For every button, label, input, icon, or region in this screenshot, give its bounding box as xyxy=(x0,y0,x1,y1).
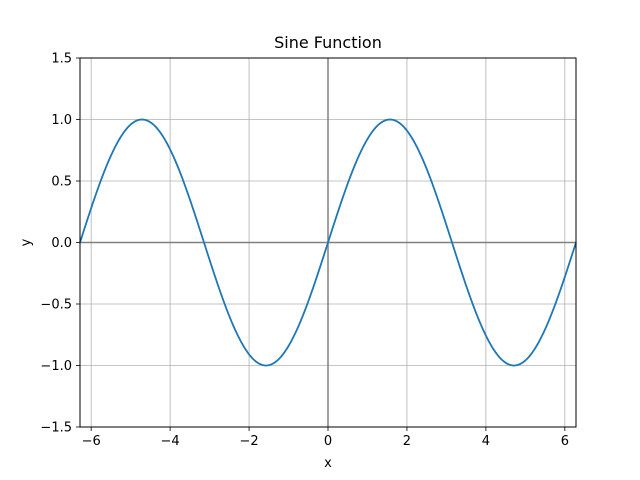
y-axis-label: y xyxy=(19,238,34,246)
y-tick-label: −1.0 xyxy=(40,359,72,374)
x-tick-label: −6 xyxy=(82,434,101,449)
x-axis-label: x xyxy=(324,456,332,471)
x-tick-label: 4 xyxy=(482,434,490,449)
y-tick-label: 0.5 xyxy=(51,175,72,190)
y-tick-label: 0.0 xyxy=(51,236,72,251)
x-tick-label: 2 xyxy=(403,434,411,449)
y-tick-label: 1.0 xyxy=(51,113,72,128)
x-tick-label: 0 xyxy=(324,434,332,449)
x-tick-label: −4 xyxy=(161,434,180,449)
y-tick-label: −1.5 xyxy=(40,421,72,436)
y-tick-label: −0.5 xyxy=(40,298,72,313)
y-tick-label: 1.5 xyxy=(51,52,72,67)
x-tick-label: 6 xyxy=(561,434,569,449)
chart-title: Sine Function xyxy=(274,33,382,52)
x-tick-label: −2 xyxy=(239,434,258,449)
